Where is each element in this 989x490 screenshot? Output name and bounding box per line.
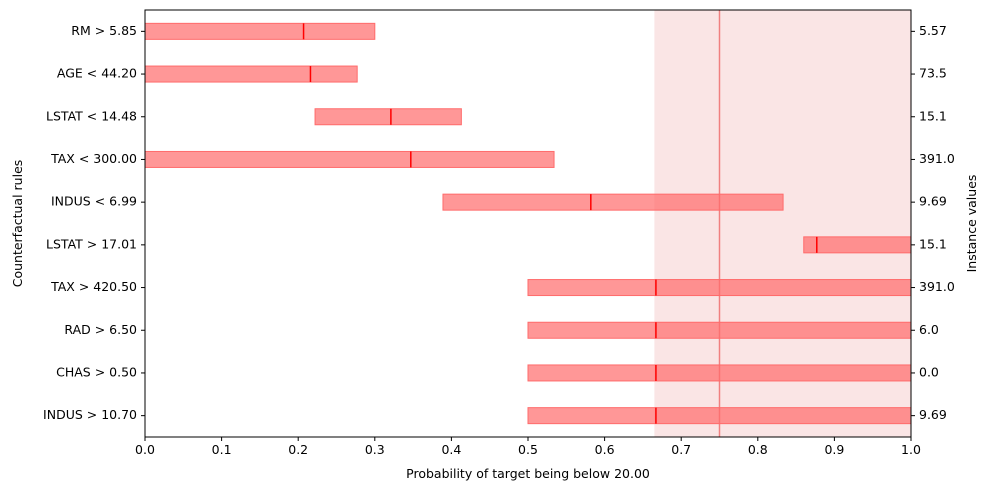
instance-value-label: 15.1 [919,236,947,251]
y-axis-label: Counterfactual rules [10,160,25,288]
interval-bar [144,22,376,40]
instance-value-label: 391.0 [919,151,955,166]
x-tick-label: 0.2 [288,442,308,457]
interval-bar [527,279,912,297]
instance-value-label: 391.0 [919,279,955,294]
rule-label: RAD > 6.50 [64,322,137,337]
interval-bar [527,364,912,382]
x-axis-label: Probability of target being below 20.00 [406,466,650,481]
x-tick-label: 0.6 [595,442,615,457]
instance-value-label: 73.5 [919,66,947,81]
rule-label: INDUS < 6.99 [51,194,137,209]
instance-value-label: 5.57 [919,23,947,38]
x-tick-label: 0.8 [748,442,768,457]
instance-value-label: 15.1 [919,108,947,123]
rule-label: AGE < 44.20 [57,66,137,81]
ticks-layer: RM > 5.85 5.57 AGE < 44.20 73.5 LSTAT < 14.4… [43,23,955,457]
instance-value-label: 6.0 [919,322,939,337]
right-axis-label: Instance values [964,175,979,273]
rule-label: TAX > 420.50 [50,279,137,294]
interval-bar [144,150,555,168]
rule-label: LSTAT < 14.48 [46,108,137,123]
x-tick-label: 0.1 [212,442,232,457]
interval-bar [144,65,358,83]
x-tick-label: 0.9 [824,442,844,457]
instance-value-label: 9.69 [919,407,947,422]
x-tick-label: 0.5 [518,442,538,457]
rule-label: RM > 5.85 [71,23,137,38]
rule-label: CHAS > 0.50 [56,364,137,379]
interval-bar [527,407,912,425]
instance-value-label: 9.69 [919,194,947,209]
x-tick-label: 0.3 [365,442,385,457]
x-tick-label: 0.4 [441,442,461,457]
x-tick-label: 0.0 [135,442,155,457]
rule-label: LSTAT > 17.01 [46,236,137,251]
x-tick-label: 0.7 [671,442,691,457]
interval-bar [803,236,912,254]
instance-value-label: 0.0 [919,364,939,379]
rule-label: TAX < 300.00 [50,151,137,166]
rule-label: INDUS > 10.70 [43,407,137,422]
interval-bar [314,108,462,126]
interval-bar [442,193,784,211]
x-tick-label: 1.0 [901,442,921,457]
interval-bar [527,321,912,339]
plot-frame [144,9,912,438]
bars-layer [144,22,912,425]
